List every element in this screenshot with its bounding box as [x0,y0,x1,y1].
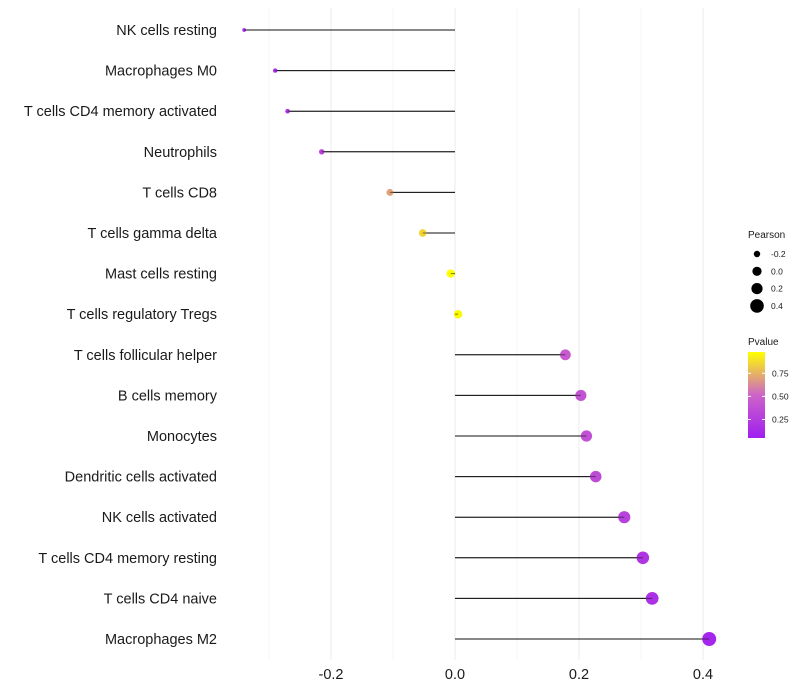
x-axis-tick-layer: -0.2 0.0 0.2 0.4 [319,667,714,683]
category-label: T cells gamma delta [88,226,218,242]
category-label: Dendritic cells activated [65,470,217,486]
category-label: NK cells activated [102,510,217,526]
color-bar-label: 0.25 [772,415,789,425]
category-label: T cells CD4 memory resting [38,551,217,567]
size-legend-label: 0.0 [771,266,783,276]
grid-layer [268,8,704,660]
category-label: Macrophages M0 [105,64,217,80]
size-legend-key [750,299,764,313]
stem-layer [244,29,710,640]
category-label: T cells regulatory Tregs [67,307,217,323]
point-6 [446,269,455,278]
color-legend-title: Pvalue [748,337,779,348]
category-label: NK cells resting [116,23,217,39]
category-label: Macrophages M2 [105,632,217,648]
category-label-layer: NK cells resting Macrophages M0 T cells CD… [24,23,218,648]
color-bar-label: 0.50 [772,391,789,401]
size-legend-label: 0.4 [771,301,783,311]
x-tick-label: 0.0 [445,667,465,683]
x-tick-label: 0.2 [569,667,589,683]
category-label: Monocytes [147,429,217,445]
category-label: Mast cells resting [105,267,217,283]
x-tick-label: 0.4 [693,667,713,683]
category-label: T cells follicular helper [74,348,217,364]
size-legend-key [752,266,762,276]
point-layer [242,28,717,646]
legend: Pearson Pvalue -0.2 0.0 0.2 0.4 0.25 0.50 0.75 [748,230,789,438]
x-tick-label: -0.2 [319,667,344,683]
size-legend-key [751,283,763,295]
category-label: T cells CD8 [142,185,217,201]
size-legend-key [753,250,761,258]
size-legend-title: Pearson [748,230,785,241]
category-label: B cells memory [118,388,218,404]
point-2 [285,108,290,114]
category-label: T cells CD4 naive [104,591,217,607]
size-legend-label: 0.2 [771,284,783,294]
category-label: Neutrophils [144,145,217,161]
size-legend-label: -0.2 [771,249,786,259]
color-bar-label: 0.75 [772,368,789,378]
color-bar [748,352,765,438]
category-label: T cells CD4 memory activated [24,104,217,120]
